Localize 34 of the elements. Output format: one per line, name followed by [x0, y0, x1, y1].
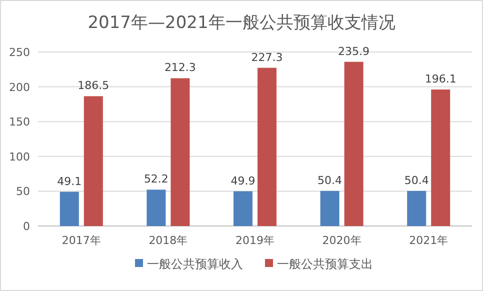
y-tick-label: 100 — [9, 150, 30, 164]
title: 2017年—2021年一般公共预算收支情况 — [88, 13, 396, 33]
x-tick-label: 2021年 — [409, 234, 448, 247]
data-label: 186.5 — [78, 79, 110, 92]
bar — [60, 192, 79, 226]
bar — [320, 190, 340, 226]
bar — [170, 78, 190, 226]
data-label: 49.9 — [230, 174, 256, 188]
bar — [146, 190, 166, 226]
data-label: 212.3 — [164, 61, 196, 74]
data-label: 50.4 — [404, 174, 429, 187]
y-tick-label: 150 — [9, 116, 30, 129]
bar — [344, 62, 364, 226]
bar — [258, 68, 276, 226]
x-tick-label: 2018年 — [148, 234, 188, 247]
data-label: 50.4 — [318, 174, 342, 187]
x-tick-label: 2019年 — [236, 234, 274, 247]
x-tick-label: 2020年 — [322, 234, 362, 247]
y-tick-label: 250 — [9, 46, 30, 59]
y-tick-label: 50 — [16, 185, 30, 198]
bar — [84, 96, 103, 226]
legend-label: 一般公共预算支出 — [277, 257, 373, 271]
data-label: 196.1 — [424, 72, 456, 86]
x-tick-label: 2017年 — [62, 234, 101, 247]
y-tick-label: 200 — [9, 80, 30, 94]
data-label: 227.3 — [251, 50, 283, 64]
data-label: 49.1 — [57, 174, 82, 188]
data-label: 52.2 — [144, 172, 168, 186]
legend-label: 一般公共预算收入 — [147, 257, 243, 271]
bar — [431, 90, 450, 226]
data-label: 235.9 — [338, 44, 370, 58]
bar — [234, 191, 252, 226]
y-tick-label: 0 — [23, 220, 30, 233]
bar — [407, 190, 426, 226]
